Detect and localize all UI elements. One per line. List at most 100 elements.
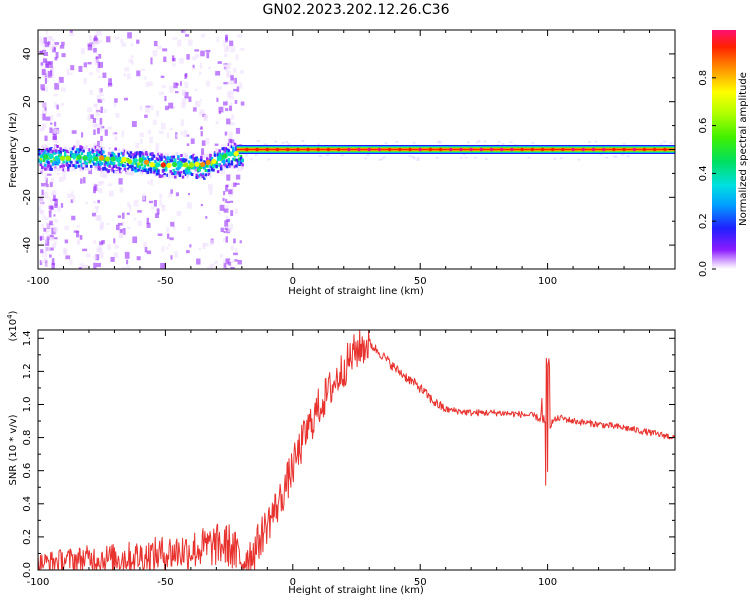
- heatmap-noise-cell: [225, 185, 229, 192]
- heatmap-noise-cell: [231, 183, 235, 189]
- heatmap-noise-cell: [220, 254, 224, 258]
- heatmap-noise-cell: [89, 35, 93, 41]
- heatmap-noise-cell: [237, 165, 243, 172]
- heatmap-cell: [99, 167, 102, 171]
- heatmap-noise-cell: [126, 73, 131, 80]
- heatmap-cell: [178, 173, 182, 177]
- heatmap-noise-cell: [188, 96, 192, 102]
- heatmap-noise-cell: [98, 252, 104, 259]
- heatmap-noise-cell: [170, 189, 173, 194]
- heatmap-cell: [111, 166, 114, 170]
- heatmap-noise-cell: [186, 250, 190, 254]
- heatmap-noise-cell: [126, 259, 129, 265]
- heatmap-noise-cell: [364, 157, 368, 160]
- heatmap-cell: [80, 164, 84, 168]
- heatmap-cell: [115, 170, 119, 174]
- heatmap-noise-cell: [46, 30, 49, 35]
- heatmap-ridge-point: [459, 147, 463, 152]
- heatmap-noise-cell: [51, 46, 55, 50]
- heatmap-cell: [38, 158, 41, 162]
- heatmap-noise-cell: [94, 58, 99, 65]
- heatmap-noise-cell: [53, 128, 56, 134]
- heatmap-noise-cell: [199, 127, 203, 130]
- heatmap-noise-cell: [382, 156, 386, 159]
- heatmap-noise-cell: [45, 217, 49, 221]
- heatmap-cell: [48, 167, 52, 171]
- heatmap-cell: [177, 167, 180, 171]
- heatmap-cell: [89, 158, 93, 162]
- heatmap-noise-cell: [108, 190, 114, 197]
- heatmap-cell: [145, 169, 148, 173]
- heatmap-cell: [88, 148, 91, 152]
- heatmap-noise-cell: [594, 140, 598, 143]
- heatmap-noise-cell: [599, 153, 603, 156]
- heatmap-cell: [154, 159, 157, 163]
- spectrogram-y-tick-label: -40: [22, 237, 33, 253]
- heatmap-cell: [169, 159, 172, 163]
- heatmap-noise-cell: [181, 30, 186, 33]
- heatmap-cell: [201, 174, 205, 178]
- heatmap-noise-cell: [136, 160, 141, 164]
- heatmap-noise-cell: [69, 30, 73, 33]
- heatmap-noise-cell: [57, 80, 60, 85]
- heatmap-noise-cell: [50, 69, 53, 77]
- heatmap-noise-cell: [191, 56, 197, 61]
- heatmap-noise-cell: [160, 122, 166, 130]
- heatmap-noise-cell: [55, 51, 59, 59]
- heatmap-cell: [187, 169, 191, 173]
- heatmap-noise-cell: [87, 107, 93, 113]
- heatmap-noise-cell: [209, 263, 215, 269]
- snr-x-tick-label: 100: [538, 577, 557, 588]
- heatmap-noise-cell: [76, 225, 81, 228]
- heatmap-ridge-point: [87, 154, 94, 160]
- heatmap-ridge-point: [127, 158, 133, 165]
- heatmap-cell: [123, 167, 127, 171]
- heatmap-ridge-point: [398, 147, 402, 152]
- heatmap-noise-cell: [190, 138, 195, 144]
- heatmap-noise-cell: [224, 204, 229, 210]
- heatmap-cell: [148, 158, 151, 162]
- heatmap-noise-cell: [206, 52, 210, 59]
- heatmap-ridge-point: [255, 147, 259, 152]
- heatmap-noise-cell: [267, 158, 271, 161]
- heatmap-noise-cell: [214, 143, 219, 146]
- heatmap-cell: [96, 148, 99, 152]
- heatmap-noise-cell: [95, 56, 98, 60]
- heatmap-cell: [131, 153, 134, 157]
- heatmap-noise-cell: [40, 249, 44, 254]
- heatmap-cell: [53, 161, 56, 165]
- heatmap-noise-cell: [194, 49, 200, 52]
- heatmap-noise-cell: [93, 103, 98, 108]
- heatmap-noise-cell: [126, 265, 130, 269]
- heatmap-noise-cell: [161, 247, 165, 252]
- heatmap-noise-cell: [45, 228, 50, 233]
- heatmap-noise-cell: [186, 134, 190, 137]
- heatmap-cell: [143, 157, 146, 161]
- heatmap-cell: [235, 158, 238, 162]
- heatmap-cell: [166, 156, 169, 160]
- heatmap-noise-cell: [95, 53, 100, 56]
- heatmap-cell: [123, 164, 127, 168]
- heatmap-noise-cell: [40, 224, 44, 229]
- heatmap-cell: [88, 152, 91, 156]
- heatmap-cell: [115, 168, 119, 172]
- heatmap-noise-cell: [113, 238, 116, 244]
- heatmap-cell: [114, 155, 117, 159]
- heatmap-noise-cell: [80, 178, 83, 184]
- heatmap-cell: [111, 168, 114, 172]
- heatmap-noise-cell: [139, 132, 145, 137]
- heatmap-cell: [152, 166, 156, 170]
- heatmap-cell: [51, 149, 55, 153]
- heatmap-noise-cell: [180, 131, 184, 136]
- heatmap-noise-cell: [195, 53, 200, 58]
- heatmap-noise-cell: [509, 141, 513, 144]
- heatmap-noise-cell: [61, 53, 66, 58]
- heatmap-noise-cell: [475, 141, 479, 144]
- heatmap-cell: [132, 156, 136, 160]
- heatmap-noise-cell: [46, 236, 50, 240]
- heatmap-cell: [67, 150, 70, 154]
- heatmap-cell: [114, 157, 117, 161]
- heatmap-noise-cell: [223, 63, 226, 66]
- heatmap-noise-cell: [137, 210, 142, 213]
- heatmap-noise-cell: [171, 105, 176, 110]
